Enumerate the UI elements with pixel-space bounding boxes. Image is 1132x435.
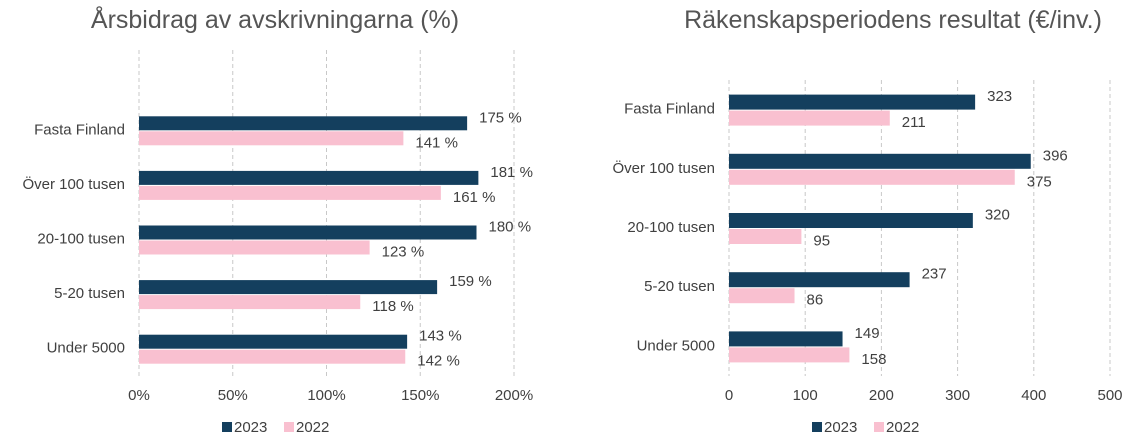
bar [729,94,976,110]
data-label: 86 [807,292,824,309]
data-label: 211 [902,114,926,131]
x-tick-label: 200% [495,387,533,404]
data-label: 118 % [372,298,413,315]
x-tick-label: 200 [869,387,894,404]
x-tick-label: 0% [128,387,150,404]
bar [139,280,438,295]
x-tick-label: 150% [401,387,439,404]
y-tick-label: 5-20 tusen [54,285,125,302]
legend-label: 2023 [824,419,857,435]
data-label: 175 % [479,109,522,126]
data-label: 143 % [419,328,462,345]
chart-title: Årsbidrag av avskrivningarna (%) [90,6,460,34]
bar [139,116,468,131]
x-tick-label: 400 [1021,387,1046,404]
bar [729,110,890,126]
data-label: 375 [1027,173,1052,190]
y-tick-label: Fasta Finland [34,121,125,138]
data-label: 161 % [453,189,496,206]
legend-swatch [874,422,884,432]
data-label: 159 % [449,273,492,290]
chart-title: Räkenskapsperiodens resultat (€/inv.) [684,6,1102,34]
x-tick-label: 100 [793,387,818,404]
x-tick-label: 50% [218,387,248,404]
y-tick-label: Under 5000 [47,340,125,357]
bar [139,334,408,349]
x-tick-label: 300 [945,387,970,404]
bar [729,331,843,347]
data-label: 141 % [415,134,458,151]
y-tick-label: 5-20 tusen [644,278,715,295]
data-label: 95 [813,232,830,249]
data-label: 237 [922,266,947,283]
bar [729,153,1031,169]
data-label: 320 [985,206,1010,223]
bar [139,131,404,146]
legend-label: 2022 [886,419,919,435]
bar [729,347,850,363]
bar [729,169,1015,185]
bar [729,288,795,304]
bar [139,240,370,255]
y-tick-label: Över 100 tusen [22,175,125,193]
y-tick-label: Under 5000 [637,337,715,354]
legend-label: 2023 [234,419,267,435]
legend-swatch [222,422,232,432]
y-tick-label: Över 100 tusen [612,159,715,177]
data-label: 149 [855,325,880,342]
bar [139,295,361,310]
x-tick-label: 500 [1097,387,1122,404]
x-tick-label: 0 [725,387,733,404]
bar [139,225,477,240]
bar [139,349,406,364]
legend-swatch [284,422,294,432]
bar [139,185,441,200]
data-label: 158 [861,351,886,368]
y-tick-label: 20-100 tusen [627,219,715,236]
bar [729,213,973,228]
x-tick-label: 100% [307,387,345,404]
data-label: 181 % [490,164,533,181]
bar [729,272,910,288]
data-label: 323 [987,88,1012,105]
y-tick-label: 20-100 tusen [37,230,125,247]
data-label: 142 % [417,353,460,370]
bar [139,170,479,185]
legend-swatch [812,422,822,432]
bar [729,229,802,244]
y-tick-label: Fasta Finland [624,101,715,118]
data-label: 123 % [382,243,425,260]
data-label: 180 % [489,218,532,235]
data-label: 396 [1043,147,1068,164]
legend-label: 2022 [296,419,329,435]
